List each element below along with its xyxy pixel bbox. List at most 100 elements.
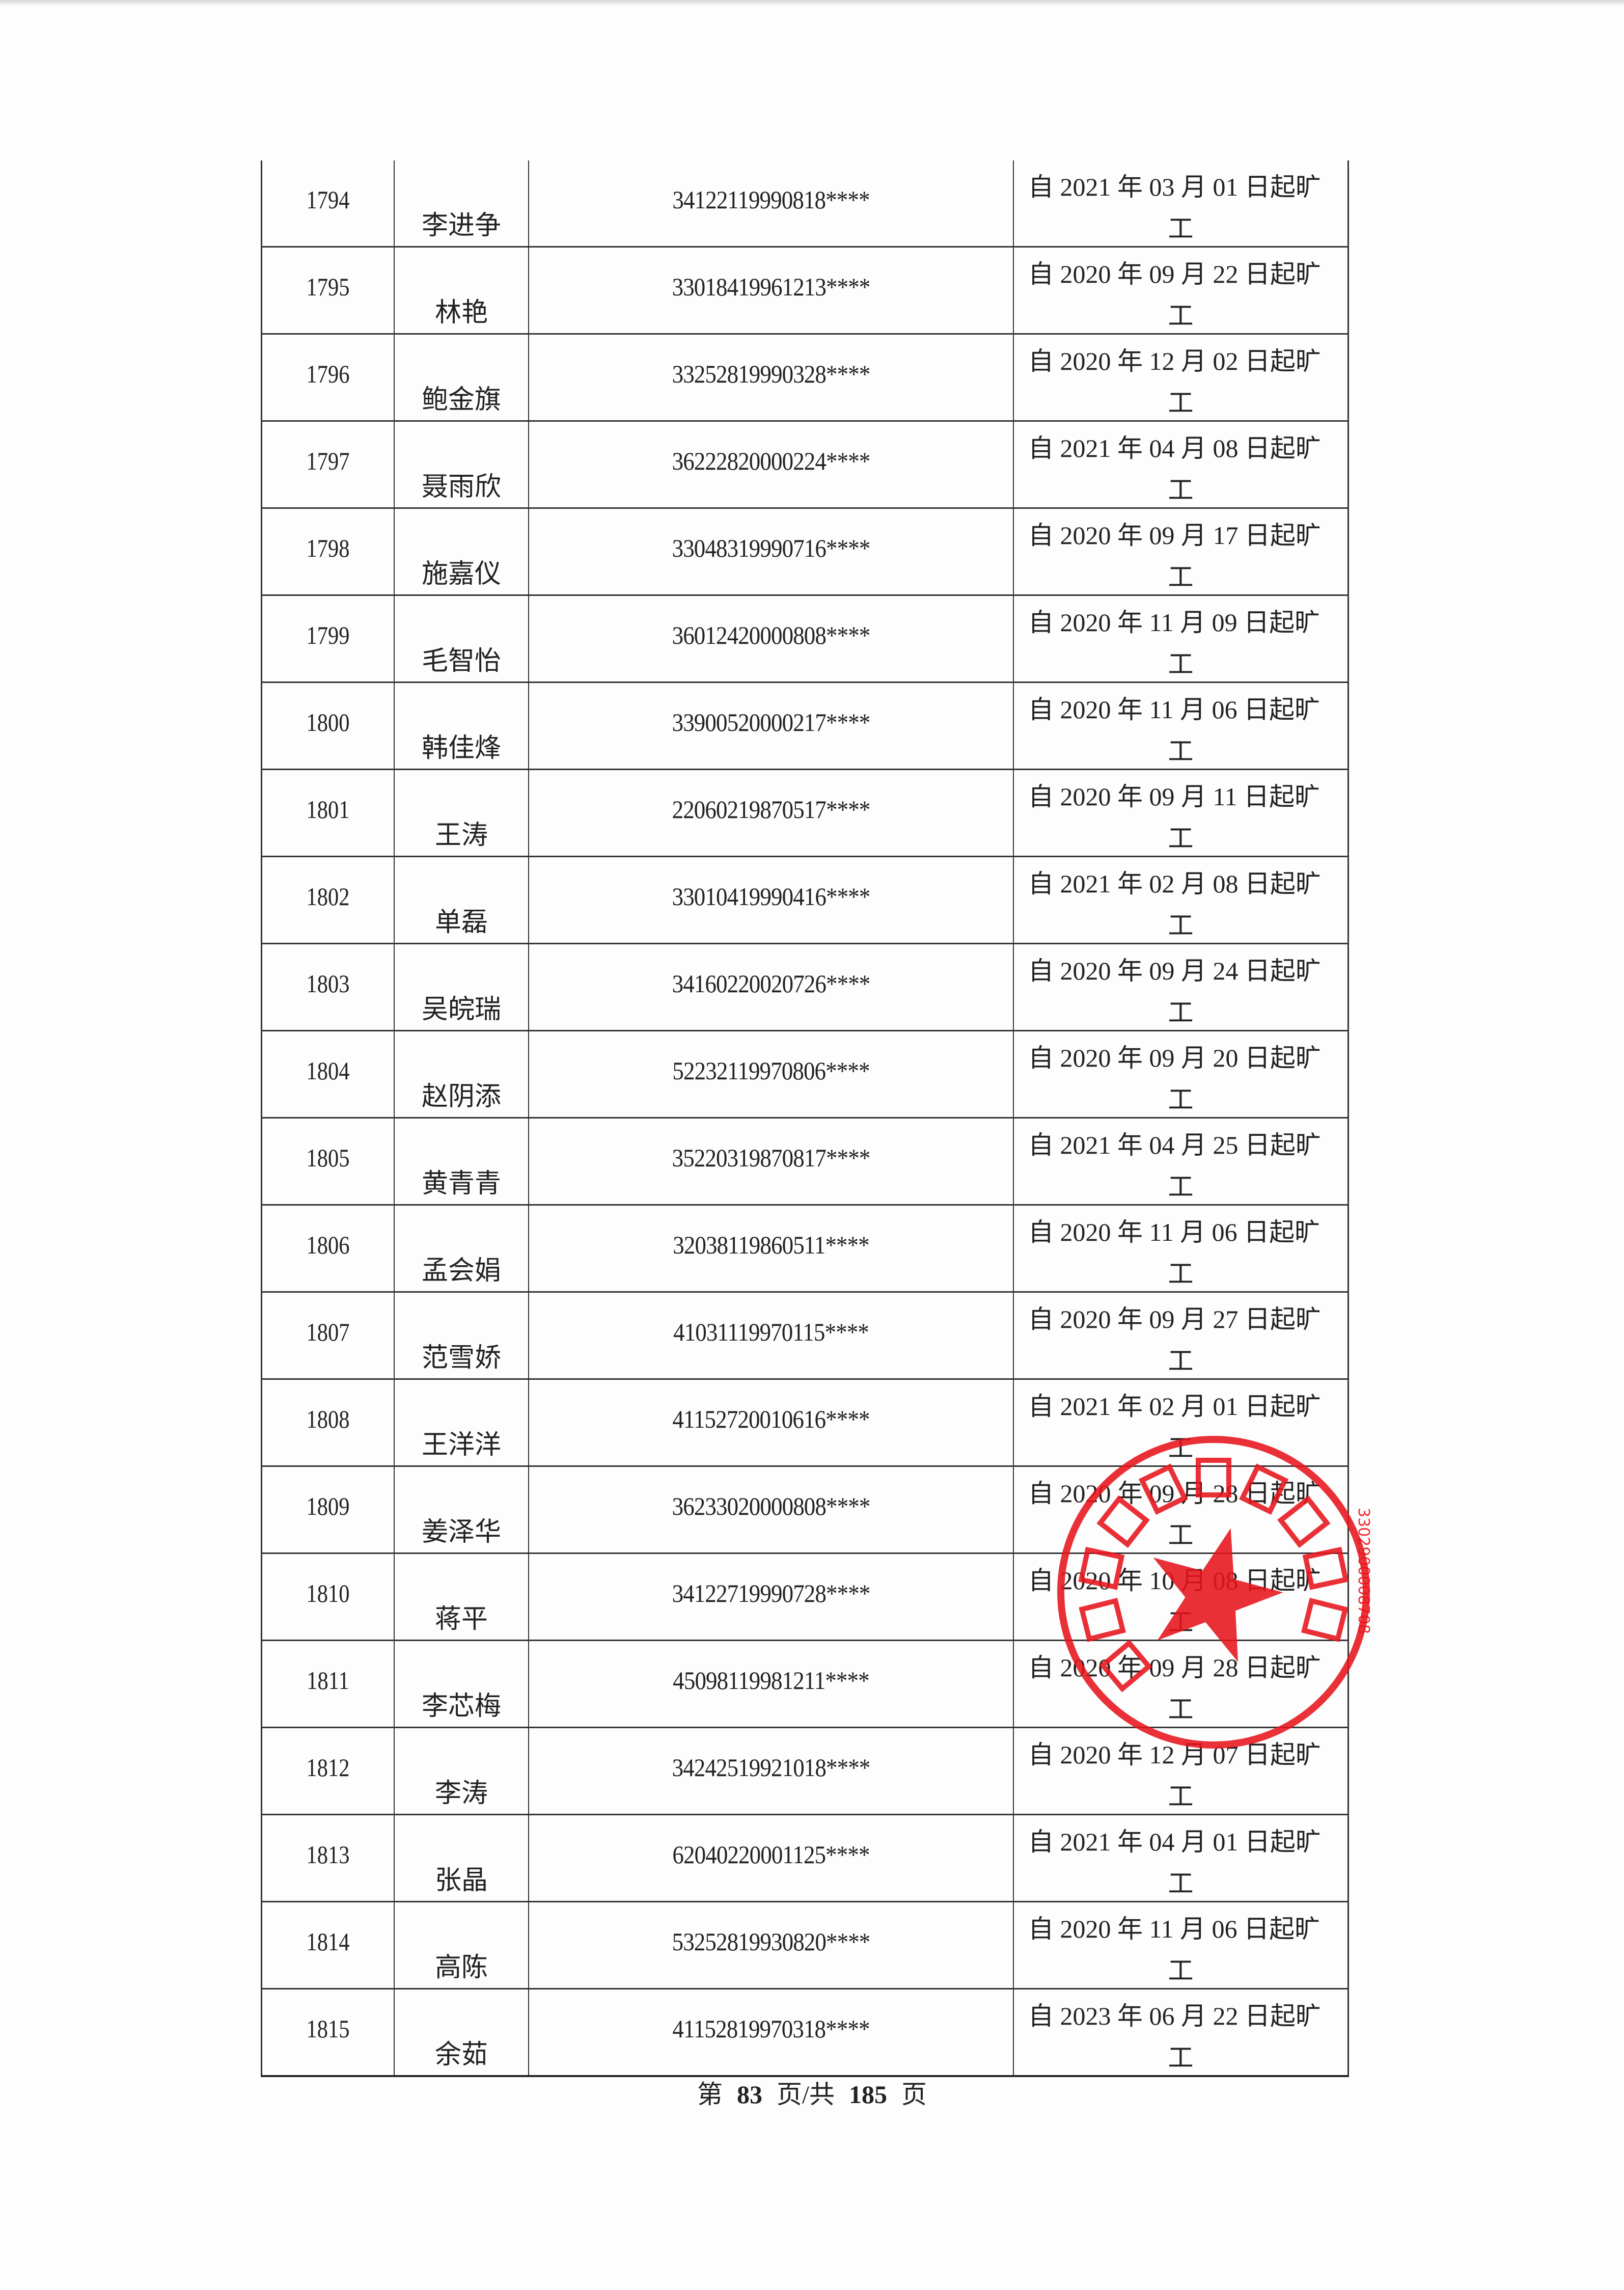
person-name: 毛智怡	[421, 647, 501, 676]
serial-number: 1795	[306, 272, 350, 301]
table-row: 1815 余茹 41152819970318**** 自 2023 年 06 月 22…	[262, 1988, 1347, 2075]
absence-date: 自 2020 年 09 月 11 日起旷	[1028, 782, 1320, 811]
id-number: 53252819930820****	[672, 1927, 871, 1956]
serial-cell: 1801	[262, 770, 395, 856]
person-name: 李涛	[434, 1779, 488, 1808]
absence-date-cont: 工	[1168, 302, 1194, 330]
table-row: 1803 吴皖瑞 34160220020726**** 自 2020 年 09 月 2…	[262, 943, 1347, 1030]
current-page: 83	[737, 2080, 763, 2109]
id-cell: 34122119990818****	[529, 160, 1014, 246]
absence-cell: 自 2021 年 02 月 08 日起旷工	[1014, 857, 1347, 943]
absence-cell: 自 2020 年 09 月 11 日起旷工	[1014, 770, 1347, 856]
id-cell: 34122719990728****	[529, 1554, 1014, 1640]
seal-number: 3302900008708	[1355, 1508, 1372, 1634]
serial-number: 1797	[306, 447, 350, 475]
table-row: 1795 林艳 33018419961213**** 自 2020 年 09 月 22…	[262, 246, 1347, 333]
person-name: 余茹	[434, 2040, 488, 2069]
absence-date-cont: 工	[1168, 1869, 1194, 1898]
absence-cell: 自 2020 年 09 月 17 日起旷工	[1014, 509, 1347, 594]
id-number: 36012420000808****	[672, 621, 871, 649]
name-cell: 林艳	[395, 248, 529, 333]
serial-number: 1799	[306, 621, 350, 649]
id-number: 34242519921018****	[672, 1753, 871, 1782]
serial-cell: 1799	[262, 596, 395, 681]
serial-number: 1802	[306, 882, 350, 911]
absence-date: 自 2020 年 09 月 28 日起旷	[1028, 1653, 1321, 1682]
table-row: 1801 王涛 22060219870517**** 自 2020 年 09 月 11…	[262, 769, 1347, 856]
absence-cell: 自 2020 年 09 月 22 日起旷工	[1014, 248, 1347, 333]
person-name: 鲍金旗	[421, 386, 501, 415]
absence-cell: 自 2020 年 09 月 20 日起旷工	[1014, 1031, 1347, 1117]
serial-number: 1798	[306, 534, 350, 562]
person-name: 李进争	[421, 211, 501, 240]
serial-number: 1807	[306, 1318, 350, 1346]
serial-cell: 1797	[262, 422, 395, 507]
person-name: 赵阴添	[421, 1082, 501, 1111]
serial-cell: 1806	[262, 1206, 395, 1291]
absence-date-cont: 工	[1168, 998, 1194, 1027]
serial-cell: 1795	[262, 248, 395, 333]
absence-date-cont: 工	[1168, 1695, 1194, 1724]
absence-date: 自 2020 年 12 月 02 日起旷	[1028, 347, 1321, 375]
absence-date-cont: 工	[1168, 1521, 1194, 1549]
serial-cell: 1796	[262, 335, 395, 420]
absence-date-cont: 工	[1168, 1608, 1194, 1637]
serial-number: 1803	[306, 969, 350, 998]
name-cell: 李进争	[395, 160, 529, 246]
table-row: 1798 施嘉仪 33048319990716**** 自 2020 年 09 月 1…	[262, 507, 1347, 594]
id-cell: 36012420000808****	[529, 596, 1014, 681]
name-cell: 李芯梅	[395, 1641, 529, 1727]
absence-date-cont: 工	[1168, 1173, 1194, 1201]
id-number: 36233020000808****	[672, 1492, 871, 1520]
serial-number: 1804	[306, 1056, 350, 1085]
absence-date-cont: 工	[1168, 1347, 1194, 1375]
name-cell: 吴皖瑞	[395, 944, 529, 1030]
id-cell: 33010419990416****	[529, 857, 1014, 943]
name-cell: 单磊	[395, 857, 529, 943]
id-number: 41152819970318****	[672, 2014, 870, 2043]
serial-number: 1806	[306, 1231, 350, 1259]
id-cell: 62040220001125****	[529, 1815, 1014, 1901]
id-cell: 33252819990328****	[529, 335, 1014, 420]
serial-cell: 1802	[262, 857, 395, 943]
id-number: 62040220001125****	[672, 1840, 870, 1869]
table-row: 1802 单磊 33010419990416**** 自 2021 年 02 月 08…	[262, 856, 1347, 943]
id-number: 22060219870517****	[672, 795, 871, 824]
absence-cell: 自 2020 年 11 月 06 日起旷工	[1014, 683, 1347, 769]
absence-date-cont: 工	[1168, 2043, 1194, 2072]
id-number: 34160220020726****	[672, 969, 871, 998]
person-name: 黄青青	[421, 1169, 501, 1198]
absence-date-cont: 工	[1168, 650, 1194, 678]
name-cell: 范雪娇	[395, 1293, 529, 1378]
absence-date: 自 2020 年 09 月 24 日起旷	[1028, 957, 1321, 985]
serial-number: 1814	[306, 1927, 350, 1956]
id-cell: 41152720010616****	[529, 1380, 1014, 1465]
absence-date: 自 2020 年 11 月 06 日起旷	[1028, 695, 1320, 724]
absence-cell: 自 2020 年 12 月 02 日起旷工	[1014, 335, 1347, 420]
serial-cell: 1808	[262, 1380, 395, 1465]
person-name: 范雪娇	[421, 1344, 501, 1373]
absence-cell: 自 2020 年 11 月 06 日起旷工	[1014, 1206, 1347, 1291]
absence-cell: 自 2021 年 04 月 01 日起旷工	[1014, 1815, 1347, 1901]
table-row: 1796 鲍金旗 33252819990328**** 自 2020 年 12 月 0…	[262, 333, 1347, 420]
absence-date: 自 2020 年 09 月 27 日起旷	[1028, 1305, 1321, 1333]
name-cell: 施嘉仪	[395, 509, 529, 594]
id-number: 33048319990716****	[672, 534, 871, 562]
name-cell: 蒋平	[395, 1554, 529, 1640]
serial-cell: 1811	[262, 1641, 395, 1727]
serial-number: 1812	[306, 1753, 350, 1782]
id-number: 36222820000224****	[672, 447, 871, 475]
serial-number: 1801	[306, 795, 350, 824]
name-cell: 黄青青	[395, 1119, 529, 1204]
serial-cell: 1810	[262, 1554, 395, 1640]
table-row: 1814 高陈 53252819930820**** 自 2020 年 11 月 06…	[262, 1901, 1347, 1988]
table-row: 1809 姜泽华 36233020000808**** 自 2020 年 09 月 2…	[262, 1465, 1347, 1552]
id-number: 33018419961213****	[672, 272, 871, 301]
table-row: 1794 李进争 34122119990818**** 自 2021 年 03 月 0…	[262, 160, 1347, 246]
absence-date: 自 2023 年 06 月 22 日起旷	[1028, 2002, 1321, 2030]
table-row: 1810 蒋平 34122719990728**** 自 2020 年 10 月 08…	[262, 1552, 1347, 1640]
absence-date-cont: 工	[1168, 1782, 1194, 1811]
absence-date: 自 2020 年 11 月 06 日起旷	[1028, 1218, 1320, 1246]
id-cell: 35220319870817****	[529, 1119, 1014, 1204]
id-cell: 36222820000224****	[529, 422, 1014, 507]
